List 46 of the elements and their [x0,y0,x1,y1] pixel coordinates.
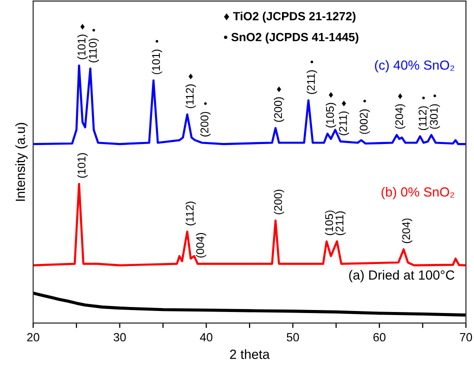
annotation: (204) [394,104,406,129]
text: (c) 40% SnO₂ [375,60,454,72]
text: • [310,60,314,64]
x-tick-label: 20 [27,333,40,342]
annotation: (105) [324,210,336,236]
annotation: (110) [88,38,99,62]
text: ♦ [80,24,85,30]
x-tick-label: 50 [286,333,299,342]
annotation: (101) [77,34,88,60]
annotation: (200) [274,97,284,122]
annotation: (211) [338,111,350,136]
text: • SnO2 (JCPDS 41-1445) [224,32,358,44]
text: (b) 0% SnO₂ [382,186,454,200]
annotation: ♦ [398,93,402,100]
annotation: (112) [186,202,196,226]
annotation: (211) [306,70,318,94]
x-axis-title: 2 theta [230,349,270,359]
x-tick-label: 70 [460,333,472,342]
annotation: (301) [430,104,440,129]
annotation: • [433,94,436,98]
annotation: (112) [418,106,429,130]
annotation: (002) [360,109,370,134]
y-axis-title: Intensity (a.u) [15,122,28,201]
annotation: (004) [196,232,206,258]
annotation: ♦ [342,100,346,106]
annotation: • [204,102,207,105]
annotation: (101) [77,153,88,178]
text: • [92,28,96,32]
annotation: (200) [274,190,284,214]
annotation: (112) [186,84,196,108]
annotation: • [363,100,366,102]
annotation: (200) [200,112,211,136]
text: ♦ TiO2 (JCPDS 21-1272) [224,12,356,23]
text: • [156,40,158,43]
annotation: (101) [152,50,162,74]
x-tick-label: 40 [200,333,212,342]
annotation: • [422,96,425,100]
text: (a) Dried at 100°C [349,270,454,282]
annotation: ♦ [188,74,193,80]
annotation: (211) [335,211,346,236]
x-tick-label: 30 [114,333,126,342]
annotation: ♦ [328,92,334,98]
annotation: (204) [402,218,412,244]
x-tick-label: 60 [373,333,386,342]
annotation: (105) [326,102,336,128]
annotation: ♦ [276,86,282,92]
